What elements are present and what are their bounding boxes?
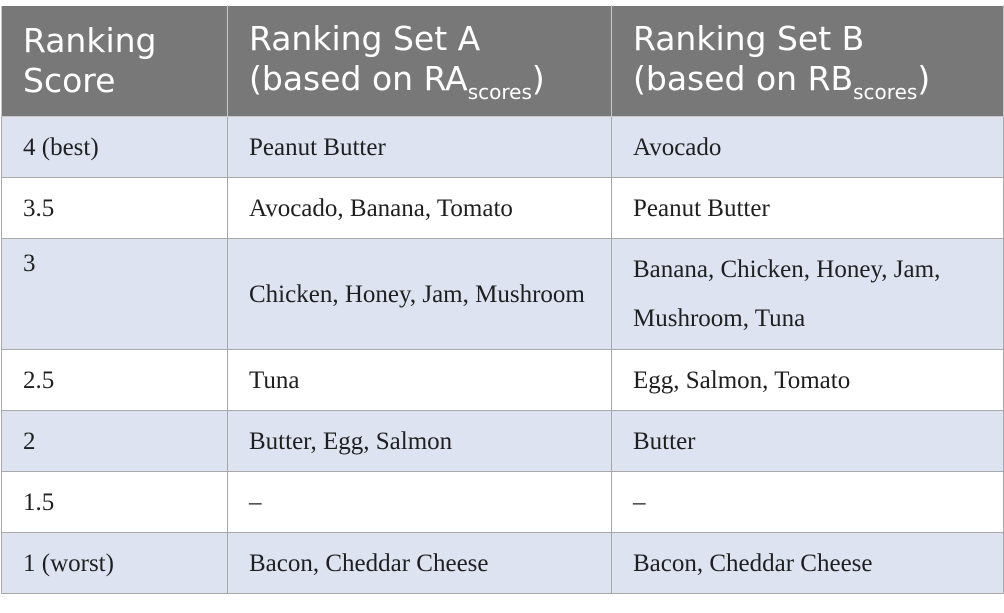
table-row: 3.5 Avocado, Banana, Tomato Peanut Butte… xyxy=(1,177,1004,239)
table-row: 1 (worst) Bacon, Cheddar Cheese Bacon, C… xyxy=(1,532,1004,594)
header-set-b-prefix: (based on RB xyxy=(633,59,854,98)
header-set-a-subscript: scores xyxy=(467,80,532,104)
header-row: Ranking Score Ranking Set A (based on RAsc… xyxy=(1,5,1004,117)
table-row: 2 Butter, Egg, Salmon Butter xyxy=(1,410,1004,472)
set-b-cell: Bacon, Cheddar Cheese xyxy=(611,532,1004,594)
header-ranking-set-b: Ranking Set B (based on RBscores) xyxy=(611,5,1004,117)
set-b-cell: Banana, Chicken, Honey, Jam, Mushroom, T… xyxy=(611,238,1004,350)
set-b-cell: Egg, Salmon, Tomato xyxy=(611,349,1004,411)
score-cell: 3 xyxy=(1,238,228,350)
score-cell: 1.5 xyxy=(1,471,228,533)
table-row: 4 (best) Peanut Butter Avocado xyxy=(1,116,1004,178)
set-a-cell: Butter, Egg, Salmon xyxy=(227,410,612,472)
set-b-cell: Butter xyxy=(611,410,1004,472)
header-ranking-score: Ranking Score xyxy=(1,5,228,117)
set-a-cell: Avocado, Banana, Tomato xyxy=(227,177,612,239)
score-cell: 3.5 xyxy=(1,177,228,239)
header-set-b-suffix: ) xyxy=(917,59,931,98)
set-a-cell: Tuna xyxy=(227,349,612,411)
score-cell: 2.5 xyxy=(1,349,228,411)
table-row: 2.5 Tuna Egg, Salmon, Tomato xyxy=(1,349,1004,411)
table-row: 3 Chicken, Honey, Jam, Mushroom Banana, … xyxy=(1,238,1004,350)
header-ranking-set-a: Ranking Set A (based on RAscores) xyxy=(227,5,612,117)
header-set-b-line1: Ranking Set B xyxy=(633,19,865,58)
ranking-table: Ranking Score Ranking Set A (based on RAsc… xyxy=(1,5,1004,594)
table-row: 1.5 – – xyxy=(1,471,1004,533)
set-b-cell: Avocado xyxy=(611,116,1004,178)
header-score-line1: Ranking xyxy=(23,21,157,60)
set-a-cell: – xyxy=(227,471,612,533)
set-b-cell: Peanut Butter xyxy=(611,177,1004,239)
header-set-a-prefix: (based on RA xyxy=(249,59,468,98)
header-set-a-line1: Ranking Set A xyxy=(249,19,481,58)
set-b-cell: – xyxy=(611,471,1004,533)
score-cell: 2 xyxy=(1,410,228,472)
set-a-cell: Bacon, Cheddar Cheese xyxy=(227,532,612,594)
set-a-cell: Peanut Butter xyxy=(227,116,612,178)
header-score-line2: Score xyxy=(23,61,116,100)
set-a-cell: Chicken, Honey, Jam, Mushroom xyxy=(227,238,612,350)
header-set-b-subscript: scores xyxy=(853,80,918,104)
score-cell: 1 (worst) xyxy=(1,532,228,594)
score-cell: 4 (best) xyxy=(1,116,228,178)
header-set-a-suffix: ) xyxy=(531,59,545,98)
